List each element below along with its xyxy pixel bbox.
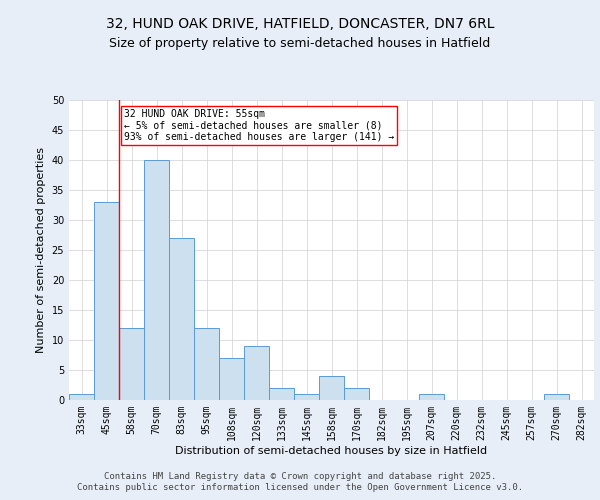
Bar [294,394,319,400]
Bar [94,202,119,400]
Bar [119,328,144,400]
Y-axis label: Number of semi-detached properties: Number of semi-detached properties [36,147,46,353]
Bar [544,394,569,400]
Text: 32, HUND OAK DRIVE, HATFIELD, DONCASTER, DN7 6RL: 32, HUND OAK DRIVE, HATFIELD, DONCASTER,… [106,18,494,32]
Bar [244,346,269,400]
Bar [194,328,219,400]
Bar [144,160,169,400]
Bar [169,238,194,400]
X-axis label: Distribution of semi-detached houses by size in Hatfield: Distribution of semi-detached houses by … [175,446,488,456]
Bar [269,388,294,400]
Bar [69,394,94,400]
Bar [419,394,444,400]
Text: Contains HM Land Registry data © Crown copyright and database right 2025.
Contai: Contains HM Land Registry data © Crown c… [77,472,523,492]
Bar [344,388,369,400]
Bar [219,358,244,400]
Text: Size of property relative to semi-detached houses in Hatfield: Size of property relative to semi-detach… [109,38,491,51]
Text: 32 HUND OAK DRIVE: 55sqm
← 5% of semi-detached houses are smaller (8)
93% of sem: 32 HUND OAK DRIVE: 55sqm ← 5% of semi-de… [124,109,394,142]
Bar [319,376,344,400]
